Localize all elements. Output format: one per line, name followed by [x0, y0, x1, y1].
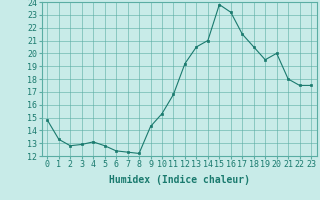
X-axis label: Humidex (Indice chaleur): Humidex (Indice chaleur) [109, 175, 250, 185]
